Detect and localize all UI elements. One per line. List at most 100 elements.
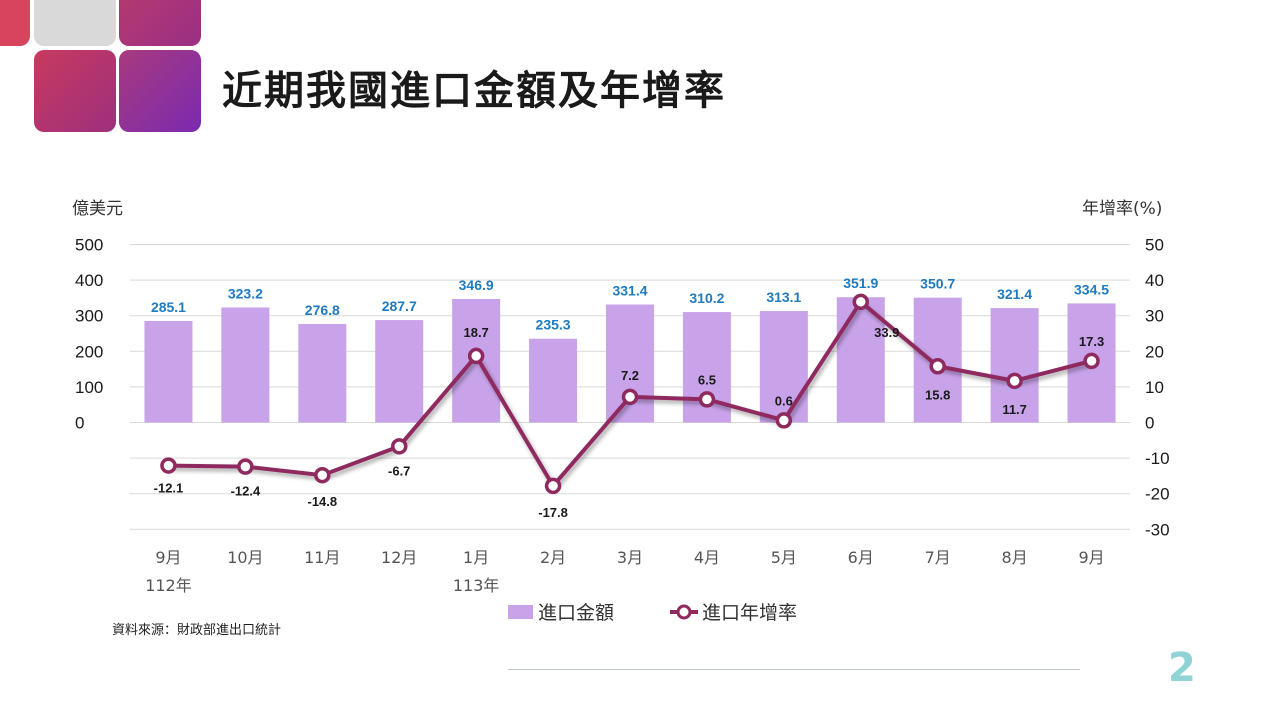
- right-tick-label: 0: [1145, 414, 1154, 433]
- left-axis-unit: 億美元: [72, 199, 123, 219]
- right-axis-unit: 年增率(%): [1082, 199, 1163, 219]
- line-value-label: -14.8: [307, 494, 337, 509]
- line-series: [160, 293, 1100, 495]
- line-marker: [621, 388, 639, 406]
- category-label: 5月: [771, 548, 797, 567]
- line-marker: [852, 293, 870, 311]
- bar-value-label: 346.9: [459, 277, 494, 293]
- category-label: 12月: [381, 548, 417, 567]
- right-tick-label: -30: [1145, 520, 1170, 539]
- bar: [298, 323, 347, 423]
- line-marker: [544, 477, 562, 495]
- bar: [144, 321, 193, 423]
- category-label: 9月: [155, 548, 181, 567]
- category-label: 9月: [1078, 548, 1104, 567]
- legend-bar-swatch: [508, 605, 533, 619]
- right-tick-label: 20: [1145, 342, 1164, 361]
- legend-bar-label: 進口金額: [538, 602, 614, 624]
- left-tick-label: 100: [75, 378, 103, 397]
- page-title: 近期我國進口金額及年增率: [222, 68, 726, 114]
- category-label: 10月: [227, 548, 263, 567]
- bar-value-label: 285.1: [151, 299, 186, 315]
- right-tick-label: 30: [1145, 307, 1164, 326]
- bar-value-label: 313.1: [766, 289, 801, 305]
- bar-data-labels: 285.1 323.2 276.8 287.7 346.9 235.3 331.4 310.2…: [151, 275, 1109, 333]
- line-marker: [390, 438, 408, 455]
- bar-value-label: 334.5: [1074, 281, 1109, 297]
- legend-line-marker: [676, 604, 692, 620]
- bar: [759, 311, 808, 423]
- line-value-label: -12.4: [231, 484, 261, 499]
- line-marker: [929, 358, 946, 375]
- left-tick-label: 500: [75, 236, 103, 255]
- line-marker: [1083, 352, 1100, 370]
- bar: [221, 307, 270, 423]
- right-tick-label: 10: [1145, 378, 1164, 397]
- bar-value-label: 350.7: [920, 276, 955, 292]
- line-value-label: 6.5: [698, 372, 716, 387]
- bar: [990, 308, 1039, 423]
- line-data-labels: -12.1 -12.4 -14.8 -6.7 18.7 -17.8 7.2 6.5 0.6 33.…: [154, 325, 1105, 520]
- line-value-label: 15.8: [925, 387, 950, 402]
- data-source-note: 資料來源：財政部進出口統計: [112, 623, 282, 638]
- category-label: 6月: [848, 548, 874, 567]
- page-number: 2: [1168, 645, 1196, 691]
- category-label: 4月: [694, 548, 720, 567]
- bar-value-label: 276.8: [305, 302, 340, 318]
- bar-value-label: 331.4: [612, 283, 647, 299]
- category-label: 3月: [617, 548, 643, 567]
- gridlines: [130, 244, 1130, 530]
- line-value-label: -12.1: [154, 481, 184, 496]
- bar-value-label: 323.2: [228, 285, 263, 301]
- line-value-label: 33.9: [874, 325, 899, 340]
- category-label: 1月: [463, 548, 489, 567]
- right-tick-label: 50: [1145, 236, 1164, 255]
- category-label: 8月: [1002, 548, 1028, 567]
- left-tick-label: 0: [75, 414, 84, 433]
- line-marker: [314, 466, 331, 484]
- bar-value-label: 321.4: [997, 286, 1032, 302]
- bar-value-label: 351.9: [843, 275, 878, 291]
- decor-tile-gray: [34, 0, 116, 46]
- bar-value-label: 235.3: [536, 317, 571, 333]
- decor-tile-magenta: [119, 0, 201, 46]
- line-value-label: -6.7: [388, 463, 410, 478]
- bar-value-label: 310.2: [689, 290, 724, 306]
- line-value-label: 11.7: [1002, 402, 1027, 417]
- category-labels: 9月 10月 11月 12月 1月 2月 3月 4月 5月 6月 7月 8月 9月 112年 113年: [145, 548, 1104, 595]
- line-marker: [237, 458, 254, 475]
- line-marker: [467, 347, 485, 365]
- line-marker: [698, 391, 716, 408]
- line-value-label: 0.6: [775, 393, 793, 408]
- line-value-label: 18.7: [463, 325, 488, 340]
- category-label: 11月: [304, 548, 340, 567]
- bar: [375, 320, 424, 423]
- right-tick-label: -20: [1145, 485, 1170, 504]
- legend: 進口金額 進口年增率: [508, 602, 797, 624]
- decor-tile-red: [0, 0, 30, 46]
- footer-divider: [508, 669, 1080, 670]
- category-label: 2月: [540, 548, 566, 567]
- legend-line-label: 進口年增率: [702, 602, 797, 624]
- year-label: 112年: [145, 576, 192, 595]
- bar: [529, 338, 578, 423]
- right-tick-label: -10: [1145, 449, 1170, 468]
- right-tick-label: 40: [1145, 271, 1164, 290]
- line-value-label: 17.3: [1079, 334, 1104, 349]
- line-marker: [1006, 372, 1023, 390]
- bar: [836, 297, 885, 423]
- year-label: 113年: [453, 576, 500, 595]
- line-value-label: 7.2: [621, 368, 639, 383]
- line-marker: [160, 457, 177, 474]
- bar-value-label: 287.7: [382, 298, 417, 314]
- line-marker: [775, 412, 793, 429]
- category-label: 7月: [925, 548, 951, 567]
- left-tick-label: 200: [75, 342, 103, 361]
- left-tick-label: 400: [75, 271, 103, 290]
- left-tick-label: 300: [75, 307, 103, 326]
- decor-tile-gradient-1: [34, 50, 116, 132]
- decor-tile-gradient-2: [119, 50, 201, 132]
- line-value-label: -17.8: [538, 505, 568, 520]
